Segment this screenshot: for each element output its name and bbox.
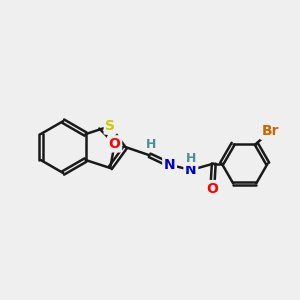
Text: N: N <box>164 158 176 172</box>
Text: Br: Br <box>262 124 279 138</box>
Text: O: O <box>206 182 218 196</box>
Text: O: O <box>109 137 121 151</box>
Text: H: H <box>186 152 197 165</box>
Text: H: H <box>146 139 156 152</box>
Text: N: N <box>185 163 196 177</box>
Text: S: S <box>105 119 115 133</box>
